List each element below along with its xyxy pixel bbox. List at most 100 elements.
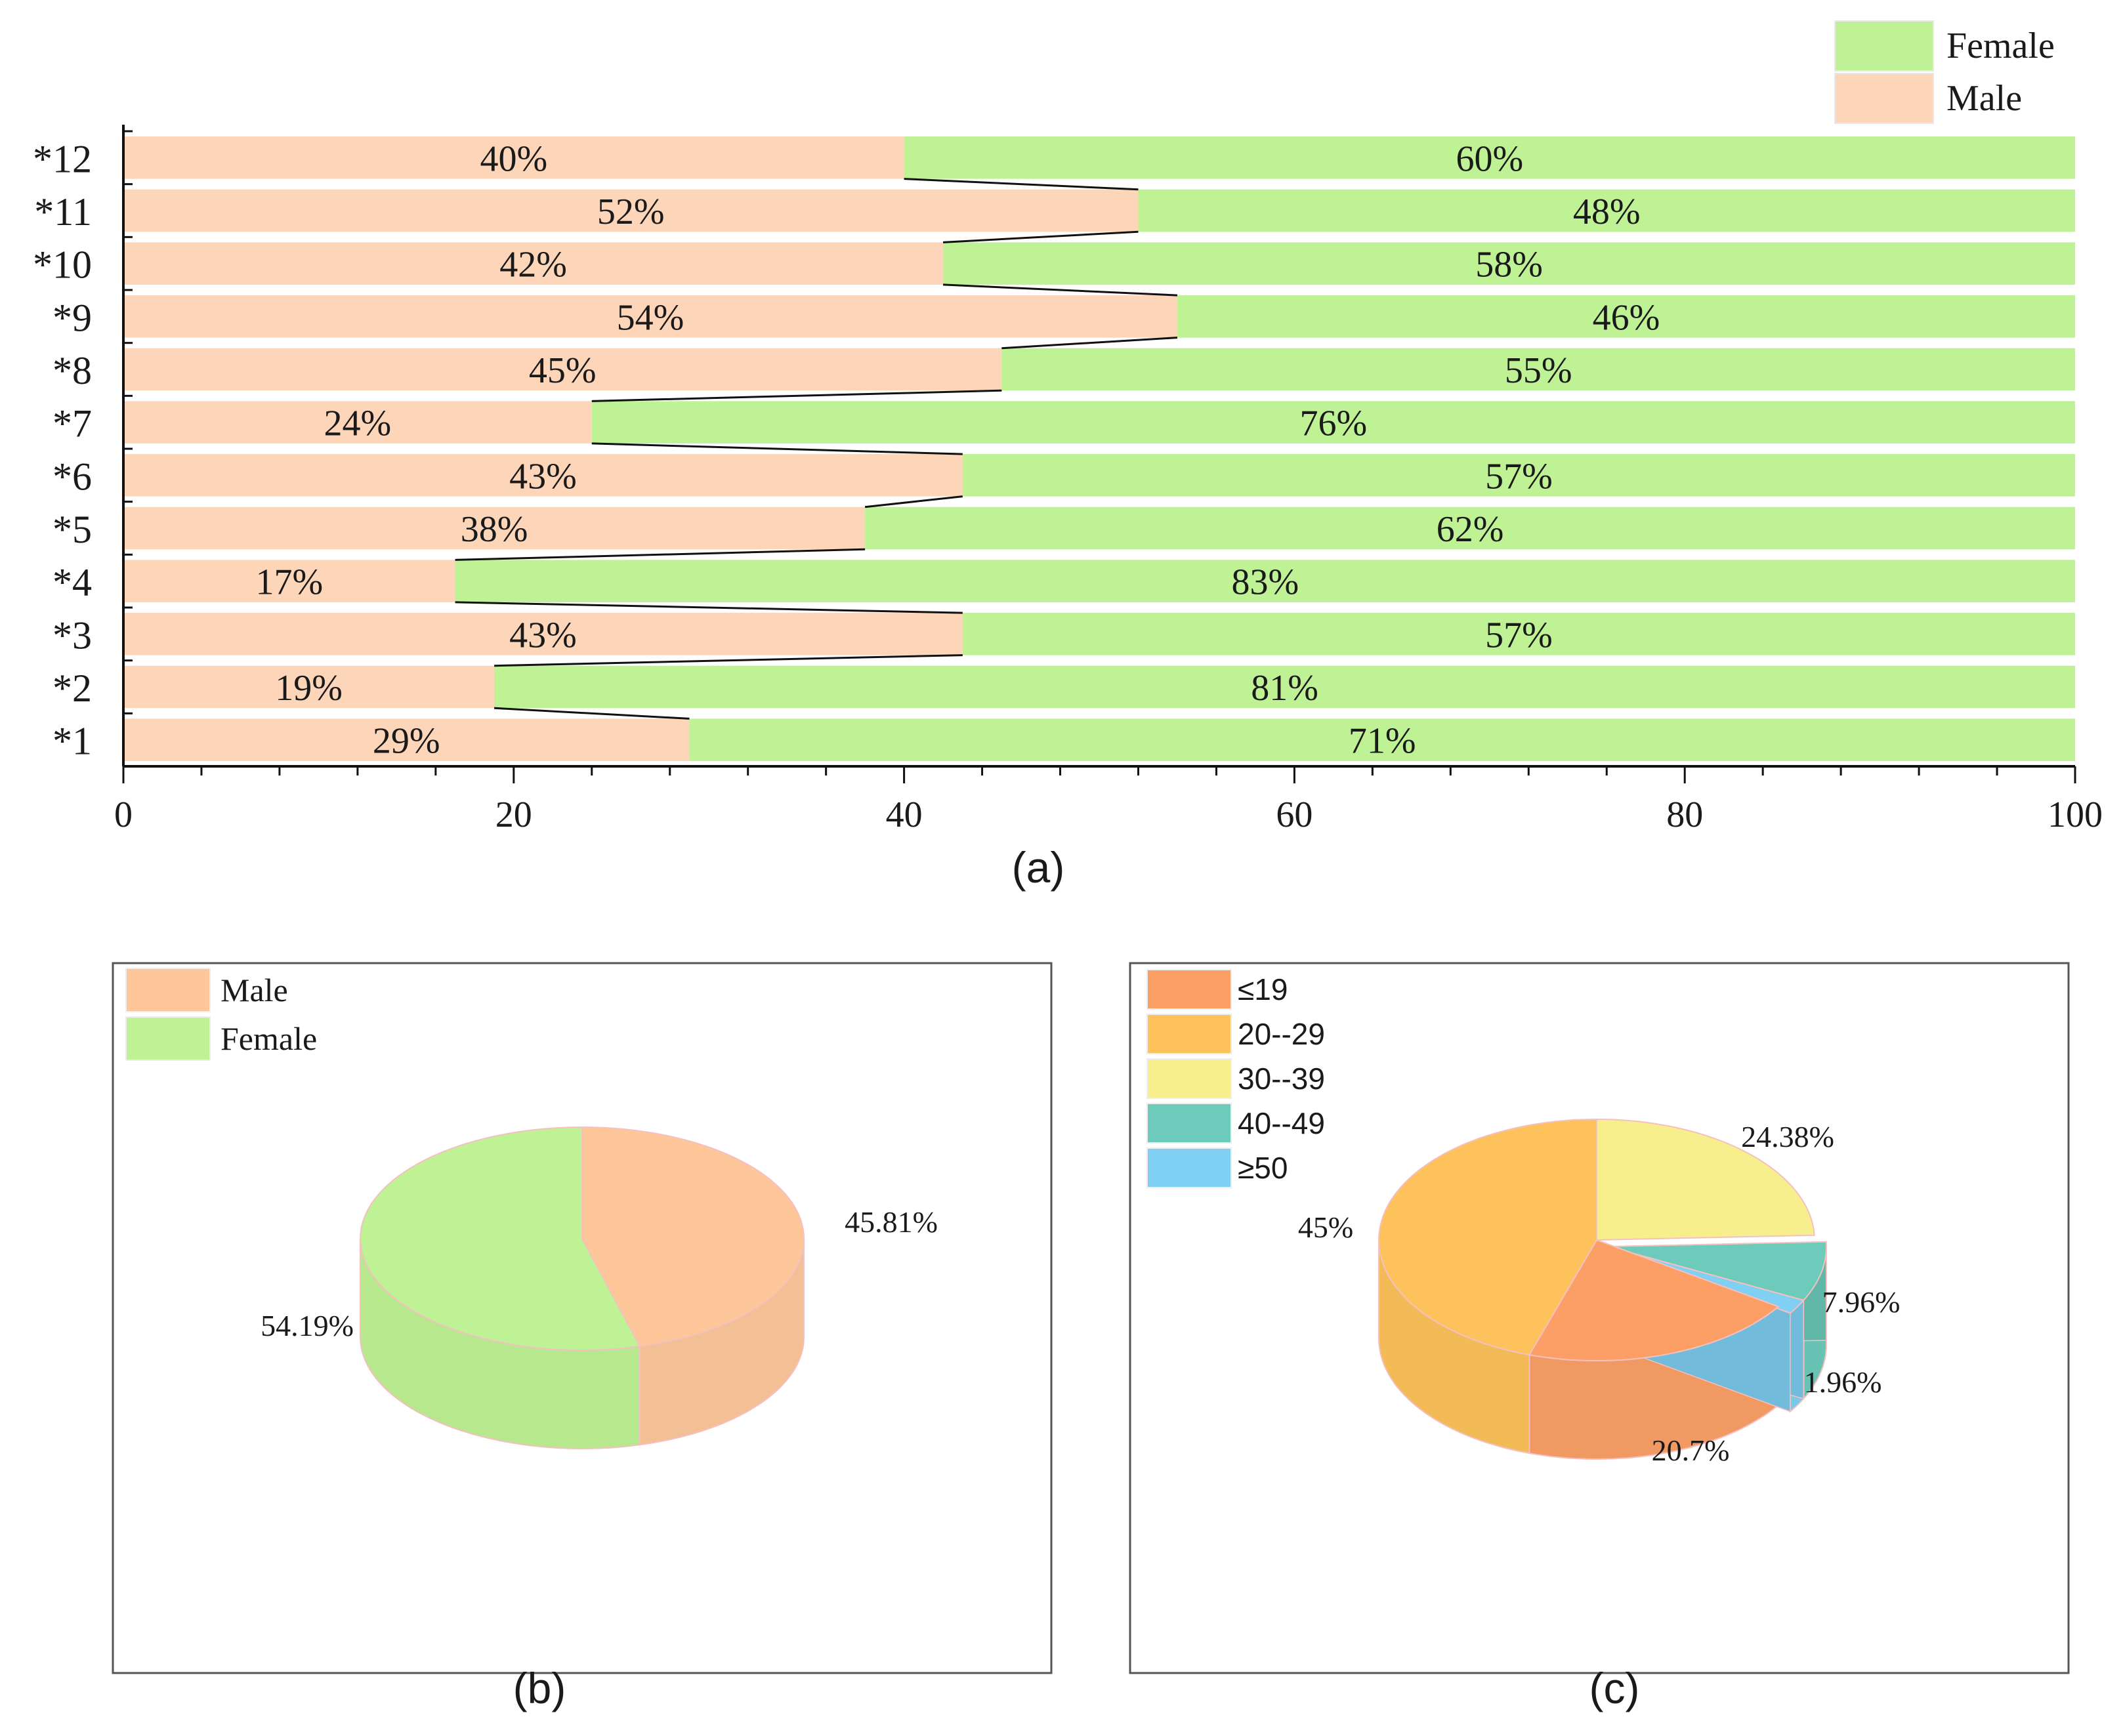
legend-swatch — [1146, 1014, 1232, 1054]
series-connector — [494, 654, 963, 667]
category-label: *3 — [53, 613, 92, 657]
bar-label-male: 42% — [499, 245, 567, 285]
bar-female-*3 — [962, 613, 2075, 655]
x-tick-label: 80 — [1666, 795, 1703, 835]
legend-swatch-female — [125, 1016, 211, 1061]
bar-female-*1 — [689, 718, 2075, 761]
legend-swatch — [1146, 1058, 1232, 1099]
series-connector — [591, 442, 963, 455]
panel-c-caption: (c) — [1589, 1664, 1640, 1712]
legend-label-male: Male — [1946, 78, 2022, 119]
x-tick-label: 100 — [2048, 795, 2103, 835]
bar-male-*5 — [123, 506, 866, 550]
category-label: *11 — [34, 190, 92, 234]
x-tick-label: 60 — [1276, 795, 1313, 835]
legend: ≤19 20--29 30--39 40--49 ≥50 — [1146, 969, 1325, 1188]
series-connector — [942, 230, 1139, 243]
legend-label-female: Female — [221, 1020, 317, 1057]
pie-slice-20--29 — [1377, 1118, 1597, 1356]
series-connector — [591, 389, 1002, 402]
pie-label-20--29: 45% — [1298, 1210, 1353, 1244]
legend-swatch — [1146, 1147, 1232, 1188]
category-label: *8 — [53, 349, 92, 392]
panel-b-caption: (b) — [513, 1664, 566, 1712]
pie-label-Female: 54.19% — [261, 1309, 354, 1342]
bar-label-male: 17% — [255, 562, 323, 603]
pie-slice-40--49 — [1608, 1241, 1827, 1302]
legend-swatch-male — [1834, 73, 1934, 124]
bar-female-*11 — [1138, 189, 2075, 232]
series-connector — [455, 548, 866, 561]
pie: 24.38% 7.96% 1.96% 20.7% 45% — [1298, 1118, 1901, 1467]
category-label: *5 — [53, 508, 92, 551]
bar-label-female: 57% — [1485, 615, 1553, 655]
bar-label-female: 57% — [1485, 456, 1553, 497]
bar-label-male: 29% — [373, 721, 440, 762]
bar-male-*1 — [123, 718, 690, 761]
segment-labels: 29% 71% 19% 81% 43% 57% 17% 83% 38% 62% 43% 57% 24% 7… — [255, 138, 1660, 761]
bar-label-male: 54% — [617, 297, 684, 338]
series-connector — [943, 283, 1178, 297]
bar-female-*6 — [962, 454, 2075, 497]
bar-label-female: 60% — [1456, 138, 1523, 179]
bar-male-*2 — [123, 665, 495, 709]
pie-label-30--39: 24.38% — [1741, 1120, 1834, 1153]
bar-female-*9 — [1177, 295, 2075, 338]
panel-a-stacked-bar-chart: 29% 71% 19% 81% 43% 57% 17% 83% 38% 62% 43% 57% 24% 7… — [33, 20, 2103, 892]
pie-slice-≤19 — [1528, 1239, 1780, 1361]
bar-female-*8 — [1001, 348, 2075, 391]
legend: Male Female — [125, 968, 317, 1061]
pie-label-40--49: 7.96% — [1822, 1285, 1901, 1319]
x-tick-label: 20 — [495, 795, 532, 835]
category-label: *10 — [33, 243, 92, 287]
bar-male-*12 — [123, 136, 904, 179]
series-connector — [864, 495, 963, 508]
bar-male-*7 — [123, 401, 592, 444]
series-connector — [455, 601, 963, 614]
legend-swatch — [1146, 1103, 1232, 1144]
bar-label-female: 58% — [1475, 245, 1543, 285]
series-connector — [494, 707, 690, 720]
bar-group — [123, 136, 2075, 768]
series-connector — [904, 178, 1139, 191]
bar-label-male: 43% — [509, 615, 577, 655]
pie: 45.81% 54.19% — [261, 1126, 938, 1450]
x-tick-label: 40 — [886, 795, 923, 835]
bar-label-female: 71% — [1349, 721, 1416, 762]
bar-label-male: 24% — [324, 403, 392, 444]
bar-male-*9 — [123, 295, 1177, 338]
bar-label-male: 19% — [275, 668, 343, 709]
legend: Female Male — [1834, 20, 2055, 124]
bar-label-female: 62% — [1437, 509, 1504, 550]
bar-male-*11 — [123, 189, 1139, 232]
bar-label-female: 48% — [1573, 192, 1641, 232]
legend-label: ≥50 — [1238, 1151, 1288, 1185]
pie-slice-Female — [360, 1126, 641, 1352]
pie-label-≤19: 20.7% — [1652, 1434, 1730, 1467]
panel-b-gender-pie: Male Female 45.81% 54.19% (b) — [112, 962, 1053, 1712]
legend-label-male: Male — [221, 972, 288, 1008]
bar-male-*4 — [123, 560, 455, 602]
category-label: *12 — [33, 137, 92, 180]
pie-slice-Male — [581, 1126, 805, 1348]
category-label: *6 — [53, 455, 92, 498]
x-tick-label: 0 — [114, 795, 133, 835]
legend-label-female: Female — [1946, 26, 2055, 66]
bar-label-male: 43% — [509, 456, 577, 497]
category-label: *4 — [53, 561, 92, 604]
series-connector — [1001, 337, 1178, 350]
legend-label: 20--29 — [1238, 1017, 1325, 1051]
bar-male-*8 — [123, 348, 1002, 391]
panel-a-caption: (a) — [1012, 843, 1065, 892]
bar-label-male: 40% — [480, 138, 547, 179]
bar-label-female: 76% — [1300, 403, 1368, 444]
pie-slice-30--39 — [1596, 1118, 1815, 1241]
category-label: *7 — [53, 402, 92, 445]
legend-swatch-female — [1834, 20, 1934, 72]
category-label: *1 — [53, 720, 92, 763]
bar-female-*2 — [494, 665, 2075, 709]
bar-male-*3 — [123, 613, 963, 655]
legend-swatch-male — [125, 968, 211, 1012]
pie-label-≥50: 1.96% — [1804, 1365, 1882, 1399]
